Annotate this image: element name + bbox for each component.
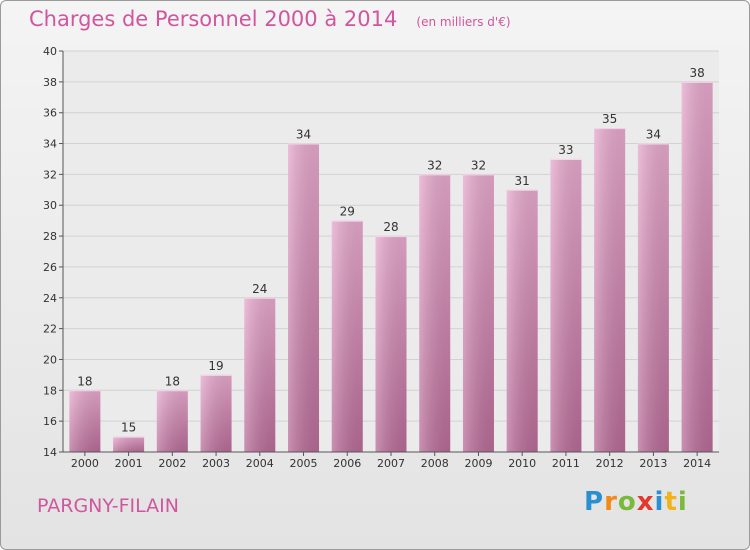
bar-shade bbox=[288, 143, 320, 453]
logo-letter: x bbox=[636, 487, 655, 517]
bar-shade bbox=[244, 297, 276, 452]
y-tick-label: 36 bbox=[43, 107, 57, 120]
y-tick-label: 38 bbox=[43, 76, 57, 89]
y-tick-label: 30 bbox=[43, 199, 57, 212]
chart-title: Charges de Personnel 2000 à 2014 bbox=[29, 7, 398, 31]
x-tick-label: 2013 bbox=[639, 457, 667, 470]
x-tick-label: 2008 bbox=[421, 457, 449, 470]
y-tick-label: 32 bbox=[43, 168, 57, 181]
x-tick-label: 2011 bbox=[552, 457, 580, 470]
y-tick-label: 40 bbox=[43, 45, 57, 58]
x-tick-label: 2014 bbox=[683, 457, 711, 470]
y-tick-label: 34 bbox=[43, 138, 57, 151]
data-label: 19 bbox=[208, 359, 223, 373]
data-label: 28 bbox=[383, 220, 398, 234]
bar-shade bbox=[331, 220, 363, 452]
data-label: 24 bbox=[252, 282, 267, 296]
y-tick-label: 26 bbox=[43, 261, 57, 274]
data-label: 35 bbox=[602, 112, 617, 126]
data-label: 18 bbox=[77, 374, 92, 388]
y-tick-label: 20 bbox=[43, 353, 57, 366]
bar-shade bbox=[594, 128, 626, 452]
bar-shade bbox=[550, 158, 582, 452]
y-tick-label: 14 bbox=[43, 446, 57, 459]
x-tick-label: 2010 bbox=[508, 457, 536, 470]
x-tick-label: 2007 bbox=[377, 457, 405, 470]
logo-letter: P bbox=[584, 487, 605, 517]
y-tick-label: 28 bbox=[43, 230, 57, 243]
bar-shade bbox=[637, 143, 669, 453]
bar-shade bbox=[681, 81, 713, 452]
data-label: 32 bbox=[427, 158, 442, 172]
data-label: 34 bbox=[296, 128, 311, 142]
bar-shade bbox=[506, 189, 538, 453]
x-tick-label: 2005 bbox=[290, 457, 318, 470]
proxiti-logo: Proxiti bbox=[584, 487, 688, 517]
x-tick-label: 2004 bbox=[246, 457, 274, 470]
data-label: 29 bbox=[340, 205, 355, 219]
x-tick-label: 2002 bbox=[158, 457, 186, 470]
data-label: 33 bbox=[558, 143, 573, 157]
bar-shade bbox=[200, 374, 232, 452]
y-tick-label: 24 bbox=[43, 292, 57, 305]
commune-name: PARGNY-FILAIN bbox=[37, 495, 179, 517]
data-label: 31 bbox=[515, 174, 530, 188]
logo-letter: i bbox=[654, 487, 665, 517]
title-row: Charges de Personnel 2000 à 2014 (en mil… bbox=[29, 7, 511, 31]
x-tick-label: 2001 bbox=[115, 457, 143, 470]
bar-shade bbox=[113, 436, 145, 452]
chart-subtitle: (en milliers d'€) bbox=[416, 15, 511, 29]
x-tick-label: 2012 bbox=[596, 457, 624, 470]
bar-shade bbox=[375, 236, 407, 452]
x-tick-label: 2003 bbox=[202, 457, 230, 470]
logo-letter: o bbox=[617, 487, 637, 517]
logo-letter: r bbox=[604, 487, 618, 517]
axes: 14 16 18 20 22 24 26 28 30 32 34 36 38 40 2000 2001 2002… bbox=[43, 45, 719, 470]
x-tick-label: 2000 bbox=[71, 457, 99, 470]
bar-shade bbox=[419, 174, 451, 452]
logo-letter: i bbox=[677, 487, 688, 517]
y-tick-label: 22 bbox=[43, 323, 57, 336]
bar-shade bbox=[69, 390, 101, 452]
data-label: 32 bbox=[471, 158, 486, 172]
logo-letter: t bbox=[664, 487, 678, 517]
data-label: 34 bbox=[646, 128, 661, 142]
y-tick-label: 16 bbox=[43, 415, 57, 428]
data-label: 18 bbox=[165, 374, 180, 388]
data-label: 38 bbox=[689, 66, 704, 80]
x-tick-label: 2009 bbox=[464, 457, 492, 470]
bar-shade bbox=[462, 174, 494, 452]
bar-shade bbox=[156, 390, 188, 452]
x-tick-label: 2006 bbox=[333, 457, 361, 470]
data-label: 15 bbox=[121, 421, 136, 435]
bars: 18 15 18 19 24 34 29 28 32 32 31 33 35 34 38 bbox=[69, 66, 713, 453]
y-tick-label: 18 bbox=[43, 384, 57, 397]
